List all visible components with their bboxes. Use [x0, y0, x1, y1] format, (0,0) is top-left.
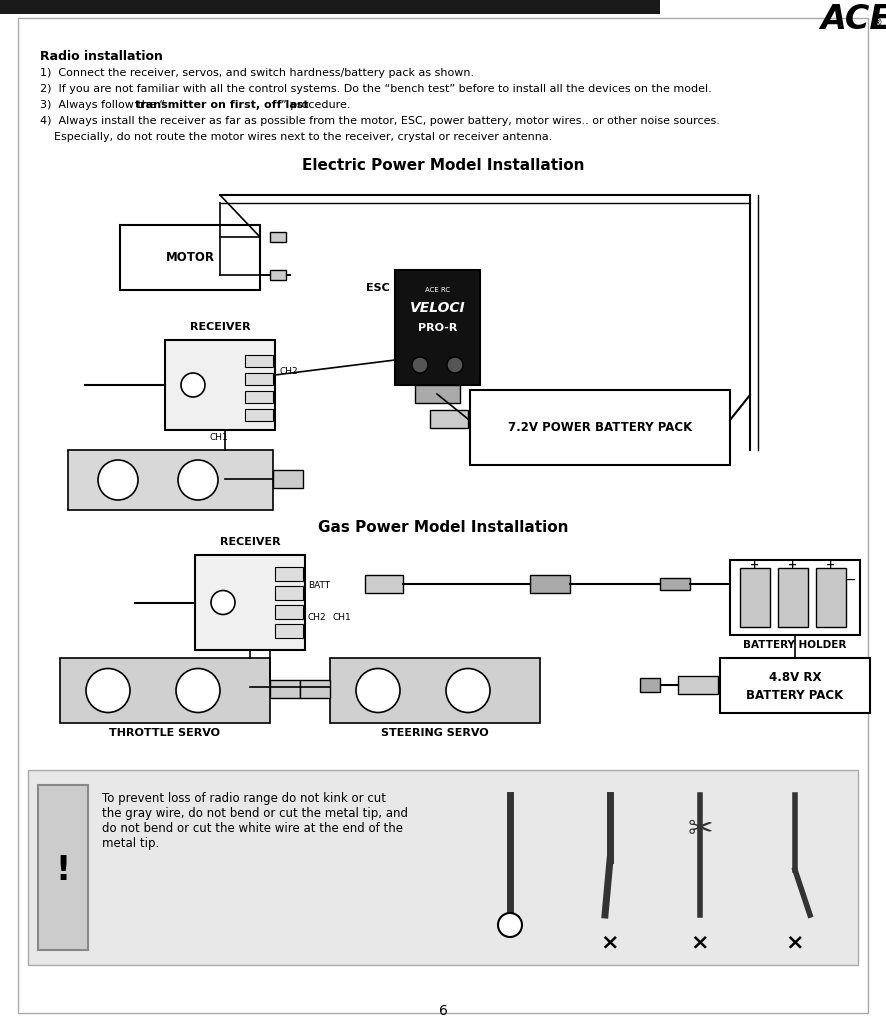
Text: Radio installation: Radio installation	[40, 49, 163, 63]
Bar	[778, 568, 808, 627]
Text: MOTOR: MOTOR	[166, 251, 214, 264]
Bar	[740, 568, 770, 627]
Text: To prevent loss of radio range do not kink or cut
the gray wire, do not bend or : To prevent loss of radio range do not ki…	[102, 792, 408, 850]
Text: CH1: CH1	[210, 433, 229, 442]
Text: ×: ×	[786, 932, 804, 952]
Bar	[28, 770, 858, 965]
Bar	[38, 785, 88, 950]
Circle shape	[181, 373, 205, 397]
Text: 7.2V POWER BATTERY PACK: 7.2V POWER BATTERY PACK	[508, 421, 692, 434]
Circle shape	[498, 913, 522, 937]
Bar	[470, 390, 730, 465]
Circle shape	[86, 668, 130, 712]
Bar	[273, 470, 303, 488]
Text: CH2: CH2	[308, 612, 327, 622]
Bar	[415, 385, 460, 403]
Bar	[430, 410, 468, 428]
Text: CH1: CH1	[333, 612, 352, 622]
Bar	[678, 676, 718, 694]
Text: +: +	[789, 560, 797, 570]
Text: ESC: ESC	[366, 282, 390, 293]
Bar	[120, 225, 260, 290]
Text: ×: ×	[601, 932, 619, 952]
Bar	[245, 409, 273, 421]
Text: RECEIVER: RECEIVER	[190, 322, 251, 332]
Text: ACE RC: ACE RC	[820, 3, 886, 36]
Text: −: −	[844, 573, 856, 587]
Circle shape	[412, 357, 428, 373]
Text: CH2: CH2	[280, 367, 299, 376]
Circle shape	[356, 668, 400, 712]
Text: ×: ×	[691, 932, 710, 952]
Text: 4.8V RX: 4.8V RX	[769, 671, 821, 684]
Text: ®: ®	[873, 18, 882, 28]
Text: BATTERY PACK: BATTERY PACK	[746, 689, 843, 702]
Bar	[660, 578, 690, 590]
Bar	[245, 355, 273, 367]
Bar	[730, 560, 860, 635]
Text: RECEIVER: RECEIVER	[220, 537, 280, 547]
Text: BATT: BATT	[308, 580, 330, 590]
Text: 4)  Always install the receiver as far as possible from the motor, ESC, power ba: 4) Always install the receiver as far as…	[40, 117, 719, 126]
Bar	[640, 678, 660, 692]
Text: +: +	[750, 560, 759, 570]
Circle shape	[98, 460, 138, 500]
Text: ” procedure.: ” procedure.	[281, 100, 351, 110]
Circle shape	[446, 668, 490, 712]
Text: Especially, do not route the motor wires next to the receiver, crystal or receiv: Especially, do not route the motor wires…	[40, 132, 552, 142]
Text: transmitter on first, off last: transmitter on first, off last	[136, 100, 309, 110]
Text: 3)  Always follow the “: 3) Always follow the “	[40, 100, 165, 110]
Text: VELOCI: VELOCI	[409, 301, 465, 315]
Text: THROTTLE SERVO: THROTTLE SERVO	[110, 728, 221, 738]
Bar	[195, 555, 305, 650]
Circle shape	[178, 460, 218, 500]
Bar	[330, 658, 540, 723]
Text: ACE RC: ACE RC	[425, 287, 450, 293]
Bar	[275, 567, 303, 581]
Circle shape	[176, 668, 220, 712]
Text: 6: 6	[439, 1004, 447, 1018]
Circle shape	[447, 357, 463, 373]
Bar	[395, 270, 480, 385]
Bar	[300, 680, 330, 698]
Bar	[0, 0, 660, 14]
Text: BATTERY HOLDER: BATTERY HOLDER	[743, 640, 847, 650]
Bar	[270, 270, 286, 280]
Text: STEERING SERVO: STEERING SERVO	[381, 728, 489, 738]
Text: +: +	[827, 560, 835, 570]
Text: !: !	[56, 854, 71, 887]
Text: 2)  If you are not familiar with all the control systems. Do the “bench test” be: 2) If you are not familiar with all the …	[40, 84, 711, 94]
Text: Electric Power Model Installation: Electric Power Model Installation	[302, 158, 584, 173]
Bar	[530, 575, 570, 593]
Bar	[245, 373, 273, 385]
Bar	[165, 340, 275, 430]
Bar	[720, 658, 870, 713]
Circle shape	[211, 591, 235, 614]
Text: Gas Power Model Installation: Gas Power Model Installation	[318, 520, 568, 535]
Text: PRO-R: PRO-R	[418, 323, 457, 333]
Bar	[245, 391, 273, 403]
Bar	[270, 232, 286, 242]
Bar	[275, 586, 303, 600]
Bar	[270, 680, 300, 698]
Bar	[365, 575, 403, 593]
Text: 1)  Connect the receiver, servos, and switch hardness/battery pack as shown.: 1) Connect the receiver, servos, and swi…	[40, 68, 474, 78]
Bar	[60, 658, 270, 723]
Bar	[275, 605, 303, 619]
Text: ✂: ✂	[688, 816, 712, 844]
Bar	[275, 624, 303, 638]
Bar	[68, 450, 273, 510]
Bar	[816, 568, 846, 627]
